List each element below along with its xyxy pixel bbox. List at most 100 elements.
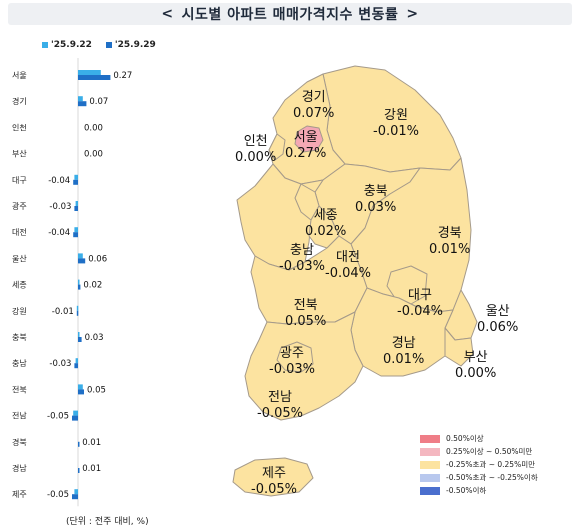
page-title: 시도별 아파트 매매가격지수 변동률 [181,7,399,23]
bar-category-label: 울산 [12,253,27,263]
bar-value-label: -0.05 [47,412,69,422]
bar-curr [72,415,78,421]
bar-category-label: 경북 [12,437,27,447]
bar-prev [78,384,83,390]
bar-value-label: 0.05 [87,385,106,395]
bar-value-label: 0.07 [89,97,108,107]
map-region-daegu [386,265,428,305]
bar-curr [78,468,80,473]
right-chevron-icon: > [406,6,419,22]
legend-label: 0.25%이상 ~ 0.50%미만 [446,447,533,456]
color-legend-row: -0.25%초과 ~ 0.25%미만 [420,458,538,471]
color-legend-row: 0.25%이상 ~ 0.50%미만 [420,445,538,458]
map-label-jeju: 제주 -0.05% [251,466,297,497]
bar-value-label: 0.00 [84,150,103,160]
bar-curr [74,363,78,369]
bar-prev [74,227,78,233]
legend-swatch [420,447,440,456]
series-label-curr: '25.9.29 [114,40,156,50]
bar-value-label: 0.03 [85,333,104,343]
korea-map: 경기 0.07% 강원 -0.01% 인천 0.00% 서울 0.27% 충북 0.03%… [215,60,535,515]
bar-prev [78,96,83,102]
bar-prev [78,253,83,259]
left-chevron-icon: < [161,6,174,22]
bar-category-label: 경기 [12,96,27,106]
map-label-gyeongbuk: 경북 0.01% [429,226,471,257]
bar-prev [74,174,78,180]
legend-label: -0.50%이하 [446,486,487,495]
bar-prev [78,279,80,285]
map-region-jeju [232,457,314,497]
map-label-busan: 부산 0.00% [455,350,497,381]
legend-label: 0.50%이상 [446,434,484,443]
bar-category-label: 전북 [12,384,27,394]
map-region-incheon [268,133,286,161]
bar-curr [76,310,79,316]
map-label-seoul: 서울 0.27% [285,130,327,161]
bar-curr [78,101,87,107]
regional-bar-chart: 서울 0.27 경기 0.07 인천 0.00 부산 0.00 대구 -0.04 광주 -0.03 대전… [0,58,200,508]
bar-prev [78,70,101,75]
bar-prev [74,489,78,495]
bar-category-label: 광주 [12,201,27,211]
legend-label: -0.25%초과 ~ 0.25%미만 [446,460,536,469]
bar-curr [72,494,78,500]
title-banner: < 시도별 아파트 매매가격지수 변동률 > [8,3,572,25]
bar-value-label: 0.01 [82,464,101,474]
legend-swatch [420,434,440,443]
bar-category-label: 부산 [12,149,27,159]
bar-curr [78,75,111,80]
bar-value-label: -0.03 [49,202,71,212]
map-label-daejeon: 대전 -0.04% [325,250,371,281]
map-label-jeonbuk: 전북 0.05% [285,298,327,329]
legend-swatch [420,460,440,469]
bar-category-label: 강원 [12,306,27,316]
unit-note: (단위 : 전주 대비, %) [66,517,149,527]
map-label-gwangju: 광주 -0.03% [269,346,315,377]
bar-value-label: 0.02 [83,281,102,291]
color-legend: 0.50%이상 0.25%이상 ~ 0.50%미만 -0.25%초과 ~ 0.2… [420,432,538,497]
bar-prev [78,332,80,337]
bar-curr [73,232,78,238]
bar-value-label: -0.04 [48,228,70,238]
bar-chart-svg: 서울 0.27 경기 0.07 인천 0.00 부산 0.00 대구 -0.04 광주 -0.03 대전… [12,58,132,507]
bar-value-label: -0.03 [49,359,71,369]
bar-category-label: 대구 [12,176,27,185]
map-label-gyeonggi: 경기 0.07% [293,90,335,121]
bar-prev [75,358,78,364]
bar-value-label: 0.27 [113,71,132,81]
color-legend-row: 0.50%이상 [420,432,538,445]
bar-curr [78,441,80,447]
bar-curr [78,284,81,290]
series-swatch-curr [105,42,112,48]
bar-prev [73,410,78,416]
bar-category-label: 경남 [12,463,27,473]
bar-value-label: -0.01 [52,307,74,317]
bar-category-label: 제주 [12,490,27,499]
map-label-chungbuk: 충북 0.03% [355,184,397,215]
map-label-gangwon: 강원 -0.01% [373,108,419,139]
series-legend-item-prev: '25.9.22 [42,40,92,50]
bar-value-label: 0.01 [82,438,101,448]
bar-category-label: 세종 [12,281,27,290]
map-label-chungnam: 충남 -0.03% [279,243,325,274]
map-label-sejong: 세종 0.02% [305,208,347,239]
bar-prev [75,201,78,206]
legend-swatch [420,473,440,482]
series-legend-item-curr: '25.9.29 [105,40,156,50]
bar-value-label: -0.05 [47,490,69,500]
series-legend: '25.9.22 '25.9.29 [42,40,156,50]
map-label-jeonnam: 전남 -0.05% [257,390,303,421]
map-region-gwangju [276,341,314,373]
map-label-ulsan: 울산 0.06% [477,304,519,335]
color-legend-row: -0.50%초과 ~ -0.25%이하 [420,471,538,484]
map-label-gyeongnam: 경남 0.01% [383,336,425,367]
bar-category-label: 충북 [12,333,27,342]
bar-category-label: 충남 [12,359,27,368]
bar-category-label: 대전 [12,227,27,237]
color-legend-row: -0.50%이하 [420,484,538,497]
bar-curr [73,179,78,185]
series-swatch-prev [42,42,48,48]
map-label-daegu: 대구 -0.04% [397,288,443,319]
map-region-busan [444,327,474,367]
